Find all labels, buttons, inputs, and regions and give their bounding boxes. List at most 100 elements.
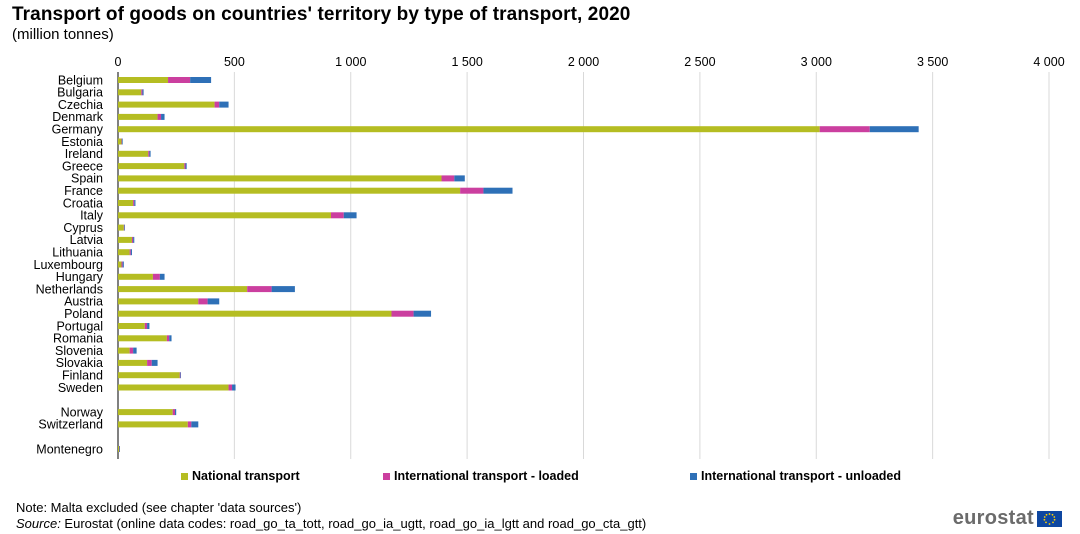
bar-segment [134,200,136,206]
bar-segment [152,273,160,280]
category-label: Portugal [56,319,103,333]
bar-segment [118,113,158,120]
bar-segment [122,261,124,268]
category-label: Sweden [58,381,103,395]
bar-segment [131,236,134,243]
category-label: Latvia [70,233,103,247]
bar-segment [454,175,465,182]
category-label: Hungary [56,270,104,284]
category-label: Estonia [61,135,103,149]
bar-segment [187,421,192,428]
bar-segment [161,113,165,120]
bar-segment [118,372,180,379]
bar-segment [118,421,188,428]
bar-segment [118,187,461,194]
bar-segment [121,138,123,145]
bar-segment [118,446,120,452]
bar-segment [168,77,191,83]
bar-segment [118,150,149,157]
category-label: Bulgaria [57,86,103,100]
bar-segment [121,261,123,268]
bar-segment [391,310,414,317]
bar-segment [151,359,158,366]
bar-segment [330,212,344,219]
bar-segment [118,163,185,170]
bar-segment [118,347,130,354]
x-tick-label: 1 500 [451,55,482,69]
bar-segment [121,138,123,145]
bar-segment [118,335,167,342]
bar-segment [185,163,187,170]
bar-segment [175,409,177,416]
bar-segment [142,89,144,96]
bar-chart: 0 500 1 000 1 500 2 000 2 500 3 000 3 500 4 000 B… [34,55,1065,483]
source-label: Source: [16,516,61,531]
category-label: Finland [62,369,103,383]
bar-segment [247,286,272,293]
bar-segment [144,323,148,329]
bar-segment [118,286,248,293]
bar-segment [343,212,357,219]
category-label: Luxembourg [34,258,104,272]
bar-segment [118,310,392,317]
bar-segment [191,421,199,428]
category-label: Lithuania [52,246,103,260]
category-label: Ireland [65,147,103,161]
category-label: Austria [64,295,103,309]
chart-subtitle: (million tonnes) [12,26,114,43]
category-label: France [64,184,103,198]
category-label: Italy [80,209,104,223]
category-label: Montenegro [36,442,103,456]
bar-segment [147,359,152,366]
source-line: Source: Eurostat (online data codes: roa… [16,516,646,531]
legend-swatch [181,473,188,480]
bar-segment [119,446,120,452]
category-label: Germany [52,123,104,137]
category-label: Romania [53,332,103,346]
bar-segment [148,150,150,157]
bar-segment [129,249,131,256]
bar-segment [413,310,432,317]
category-label: Croatia [63,196,103,210]
bar-segment [118,236,132,243]
bar-segment [819,126,870,133]
bar-segment [118,384,229,391]
bar-segment [190,77,212,83]
bar-segment [133,236,135,243]
legend-label: International transport - loaded [394,469,579,483]
category-label: Czechia [58,98,103,112]
x-tick-label: 0 [115,55,122,69]
bar-segment [124,224,125,231]
bar-segment [118,323,145,329]
category-label: Cyprus [63,221,103,235]
bar-segment [198,298,208,305]
bar-segment [157,113,162,120]
bar-segment [118,261,122,268]
x-tick-label: 4 000 [1033,55,1064,69]
bar-segment [118,359,148,366]
bar-segment [228,384,233,391]
footnote: Note: Malta excluded (see chapter 'data … [16,500,302,515]
bar-segment [219,101,229,108]
bar-segment [147,323,150,329]
x-tick-label: 2 500 [684,55,715,69]
legend-label: National transport [192,469,300,483]
bar-segment [118,101,215,108]
x-tick-label: 2 000 [568,55,599,69]
bar-segment [118,89,142,96]
bar-segment [869,126,919,133]
bar-segment [118,77,169,83]
bar-segment [118,126,820,133]
category-label: Netherlands [36,282,103,296]
bar-segment [118,249,130,256]
category-label: Denmark [52,110,103,124]
bar-segment [441,175,455,182]
bar-segment [172,409,176,416]
category-label: Norway [61,405,104,419]
category-label: Switzerland [38,418,103,432]
category-label: Belgium [58,73,103,87]
legend-label: International transport - unloaded [701,469,901,483]
bar-segment [133,200,135,206]
bar-segment [118,175,442,182]
bar-segment [207,298,220,305]
